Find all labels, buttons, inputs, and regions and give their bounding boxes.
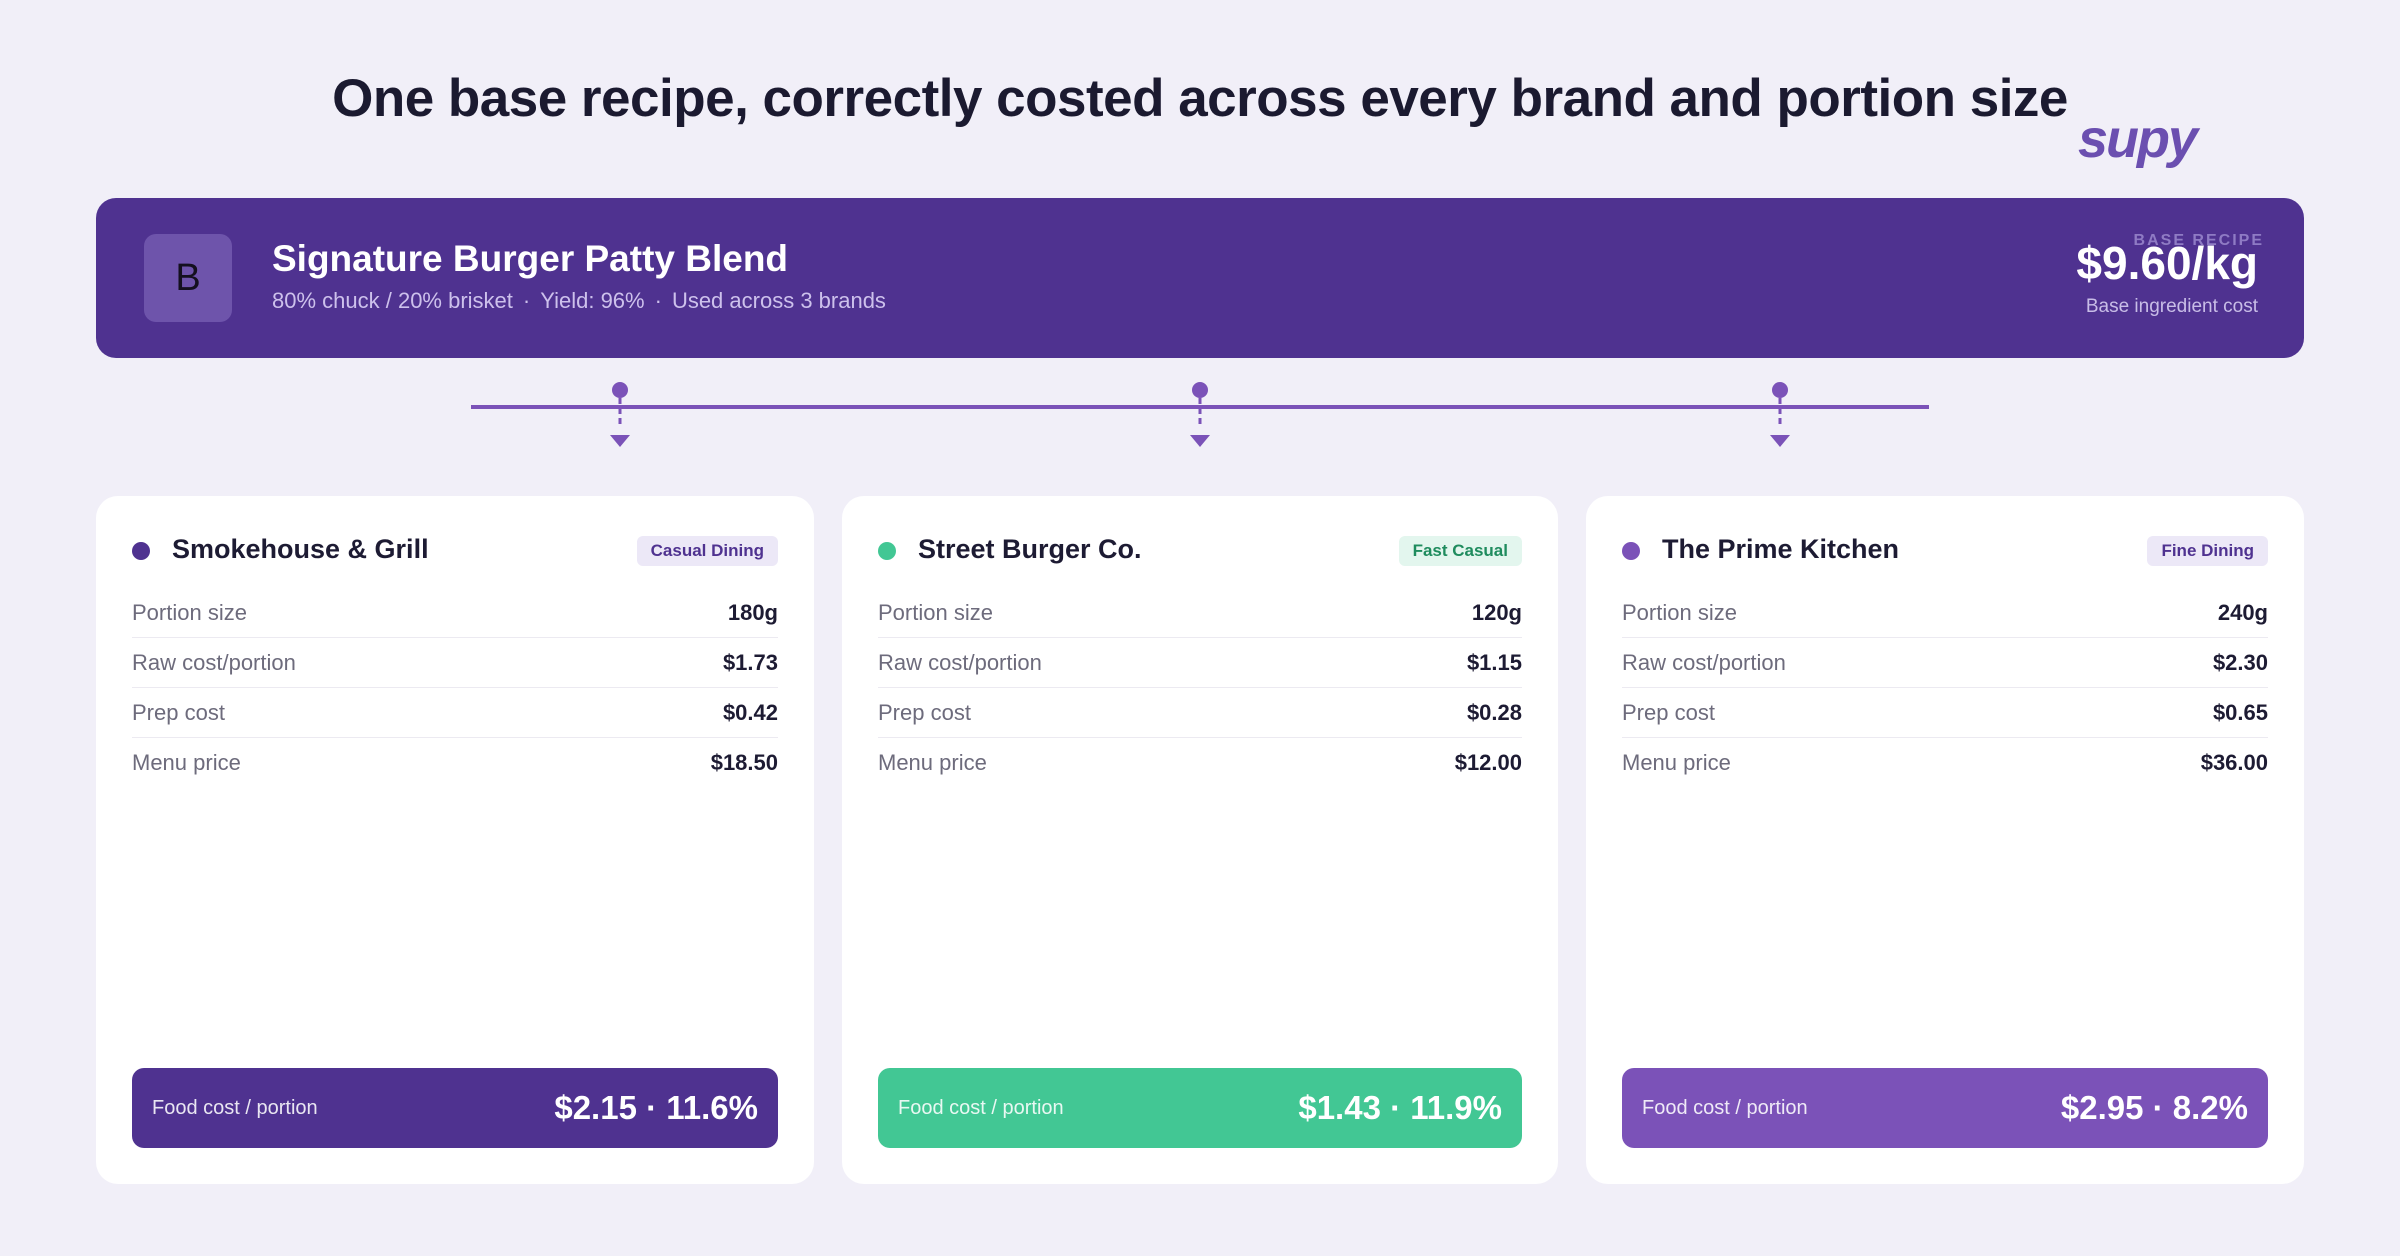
- recipe-connector: [471, 382, 1929, 447]
- connector-branch-2: [1190, 382, 1210, 447]
- metric-row-raw-cost: Raw cost/portion $2.30: [1622, 638, 2268, 688]
- metric-label: Prep cost: [1622, 699, 1715, 725]
- connector-branch-3: [1770, 382, 1790, 447]
- brand-category-badge: Fine Dining: [2147, 536, 2268, 566]
- meta-separator: ·: [654, 288, 662, 313]
- food-cost-bar: Food cost / portion $1.43 · 11.9%: [878, 1068, 1522, 1148]
- metric-value: $1.15: [1466, 649, 1522, 675]
- recipe-meta: 80% chuck / 20% brisket · Yield: 96% · Used …: [272, 288, 886, 314]
- food-cost-label: Food cost / portion: [152, 1096, 318, 1119]
- metric-label: Menu price: [878, 750, 987, 775]
- metric-row-raw-cost: Raw cost/portion $1.73: [132, 638, 778, 688]
- recipe-yield: Yield: 96%: [540, 288, 645, 313]
- metric-label: Portion size: [1622, 599, 1737, 625]
- metric-label: Prep cost: [132, 699, 225, 725]
- metric-label: Portion size: [132, 599, 247, 625]
- metric-value: $36.00: [2200, 750, 2268, 775]
- brand-name: Smokehouse & Grill: [172, 534, 429, 564]
- recipe-price: $9.60/kg: [2076, 237, 2258, 289]
- metric-value: $0.42: [722, 699, 778, 725]
- brand-card-smokehouse: Smokehouse & Grill Casual Dining Portion…: [96, 496, 814, 1184]
- metric-value: $2.30: [2212, 649, 2268, 675]
- metric-value: $0.65: [2212, 699, 2268, 725]
- metric-label: Raw cost/portion: [1622, 649, 1786, 675]
- metric-row-prep-cost: Prep cost $0.28: [878, 688, 1522, 738]
- metric-value: $18.50: [710, 750, 778, 775]
- metric-row-menu-price: Menu price $18.50: [132, 738, 778, 788]
- brand-name: Street Burger Co.: [918, 534, 1142, 564]
- supy-logo: supy: [2078, 109, 2198, 169]
- metric-list: Portion size 180g Raw cost/portion $1.73…: [132, 588, 778, 788]
- base-recipe-banner: B Signature Burger Patty Blend 80% chuck…: [96, 198, 2304, 358]
- metric-label: Raw cost/portion: [878, 649, 1042, 675]
- meta-separator: ·: [522, 288, 531, 313]
- food-cost-value: $2.95 · 8.2%: [2060, 1089, 2248, 1126]
- recipe-price-label: Base ingredient cost: [2085, 296, 2258, 317]
- food-cost-bar: Food cost / portion $2.15 · 11.6%: [132, 1068, 778, 1148]
- brand-color-dot: [132, 542, 150, 560]
- metric-label: Prep cost: [878, 699, 971, 725]
- food-cost-bar: Food cost / portion $2.95 · 8.2%: [1622, 1068, 2268, 1148]
- card-header: Smokehouse & Grill Casual Dining: [132, 530, 778, 570]
- recipe-avatar: B: [144, 234, 232, 322]
- metric-list: Portion size 240g Raw cost/portion $2.30…: [1622, 588, 2268, 788]
- card-header: The Prime Kitchen Fine Dining: [1622, 530, 2268, 570]
- brand-color-dot: [1622, 542, 1640, 560]
- metric-row-prep-cost: Prep cost $0.65: [1622, 688, 2268, 738]
- metric-row-menu-price: Menu price $12.00: [878, 738, 1522, 788]
- metric-row-prep-cost: Prep cost $0.42: [132, 688, 778, 738]
- food-cost-value: $1.43 · 11.9%: [1298, 1089, 1502, 1126]
- brand-card-prime-kitchen: The Prime Kitchen Fine Dining Portion si…: [1586, 496, 2304, 1184]
- recipe-usage: Used across 3 brands: [671, 288, 886, 313]
- brand-category-badge: Casual Dining: [636, 536, 778, 566]
- food-cost-value: $2.15 · 11.6%: [554, 1089, 758, 1126]
- metric-label: Menu price: [1622, 750, 1731, 775]
- metric-row-portion-size: Portion size 240g: [1622, 588, 2268, 638]
- food-cost-label: Food cost / portion: [898, 1096, 1064, 1119]
- metric-label: Portion size: [878, 599, 993, 625]
- brand-color-dot: [878, 542, 896, 560]
- brand-card-street-burger: Street Burger Co. Fast Casual Portion si…: [842, 496, 1558, 1184]
- metric-row-menu-price: Menu price $36.00: [1622, 738, 2268, 788]
- brand-category-badge: Fast Casual: [1398, 536, 1522, 566]
- card-header: Street Burger Co. Fast Casual: [878, 530, 1522, 570]
- food-cost-label: Food cost / portion: [1642, 1096, 1808, 1119]
- metric-value: 180g: [727, 599, 778, 625]
- metric-label: Menu price: [132, 750, 241, 775]
- brand-name: The Prime Kitchen: [1662, 534, 1900, 564]
- metric-value: 240g: [2217, 599, 2268, 625]
- metric-value: $12.00: [1454, 750, 1522, 775]
- connector-branch-1: [610, 382, 630, 447]
- metric-label: Raw cost/portion: [132, 649, 296, 675]
- page-title: One base recipe, correctly costed across…: [332, 69, 2068, 128]
- metric-row-portion-size: Portion size 120g: [878, 588, 1522, 638]
- metric-row-raw-cost: Raw cost/portion $1.15: [878, 638, 1522, 688]
- recipe-name: Signature Burger Patty Blend: [272, 238, 789, 279]
- base-recipe-tag: BASE RECIPE: [2133, 232, 2264, 249]
- recipe-composition: 80% chuck / 20% brisket: [272, 288, 513, 313]
- metric-list: Portion size 120g Raw cost/portion $1.15…: [878, 588, 1522, 788]
- metric-value: $1.73: [722, 649, 778, 675]
- metric-value: 120g: [1471, 599, 1522, 625]
- metric-row-portion-size: Portion size 180g: [132, 588, 778, 638]
- metric-value: $0.28: [1466, 699, 1522, 725]
